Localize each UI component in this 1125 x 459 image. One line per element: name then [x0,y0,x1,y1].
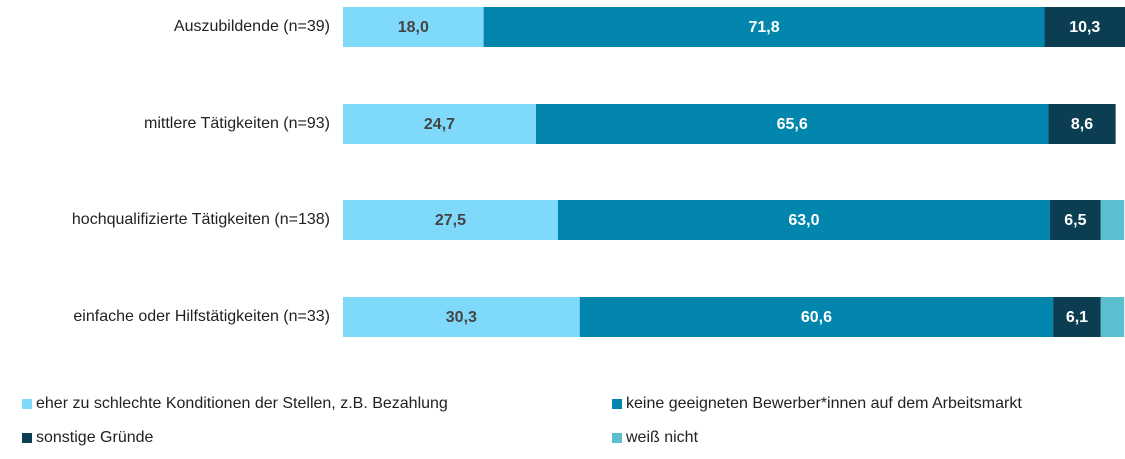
value-label: 27,5 [435,212,466,229]
bar-segment [343,7,484,47]
bar-segment [1053,297,1101,337]
bar-segment [343,200,558,240]
bar-segment [1044,7,1125,47]
category-label: Auszubildende (n=39) [174,18,330,35]
value-label: 60,6 [801,309,832,326]
bar-segment [1100,200,1125,240]
value-label: 71,8 [749,19,780,36]
value-label: 6,1 [1066,309,1088,326]
bar-segment [343,104,536,144]
legend-swatch [22,399,32,409]
value-label: 30,3 [446,309,477,326]
value-label: 24,7 [424,116,455,133]
bar-segment [343,297,580,337]
value-label: 63,0 [788,212,819,229]
category-label: hochqualifizierte Tätigkeiten (n=138) [72,211,330,228]
category-label: einfache oder Hilfstätigkeiten (n=33) [73,308,330,325]
value-label: 6,5 [1064,212,1086,229]
legend-swatch [22,433,32,443]
value-label: 8,6 [1071,116,1093,133]
legend-label: weiß nicht [625,429,699,446]
bar-segment [1048,104,1116,144]
value-label: 65,6 [777,116,808,133]
bar-segment [1100,297,1125,337]
bar-segment [483,7,1045,47]
legend-swatch [612,433,622,443]
legend-label: keine geeigneten Bewerber*innen auf dem … [626,395,1022,412]
bar-segment [579,297,1054,337]
legend-swatch [612,399,622,409]
legend-label: sonstige Gründe [36,429,154,446]
value-label: 18,0 [398,19,429,36]
category-label: mittlere Tätigkeiten (n=93) [144,115,330,132]
bar-segment [535,104,1049,144]
bar-segment [557,200,1051,240]
value-label: 10,3 [1069,19,1100,36]
bar-segment [1050,200,1101,240]
legend-label: eher zu schlechte Konditionen der Stelle… [36,395,448,412]
